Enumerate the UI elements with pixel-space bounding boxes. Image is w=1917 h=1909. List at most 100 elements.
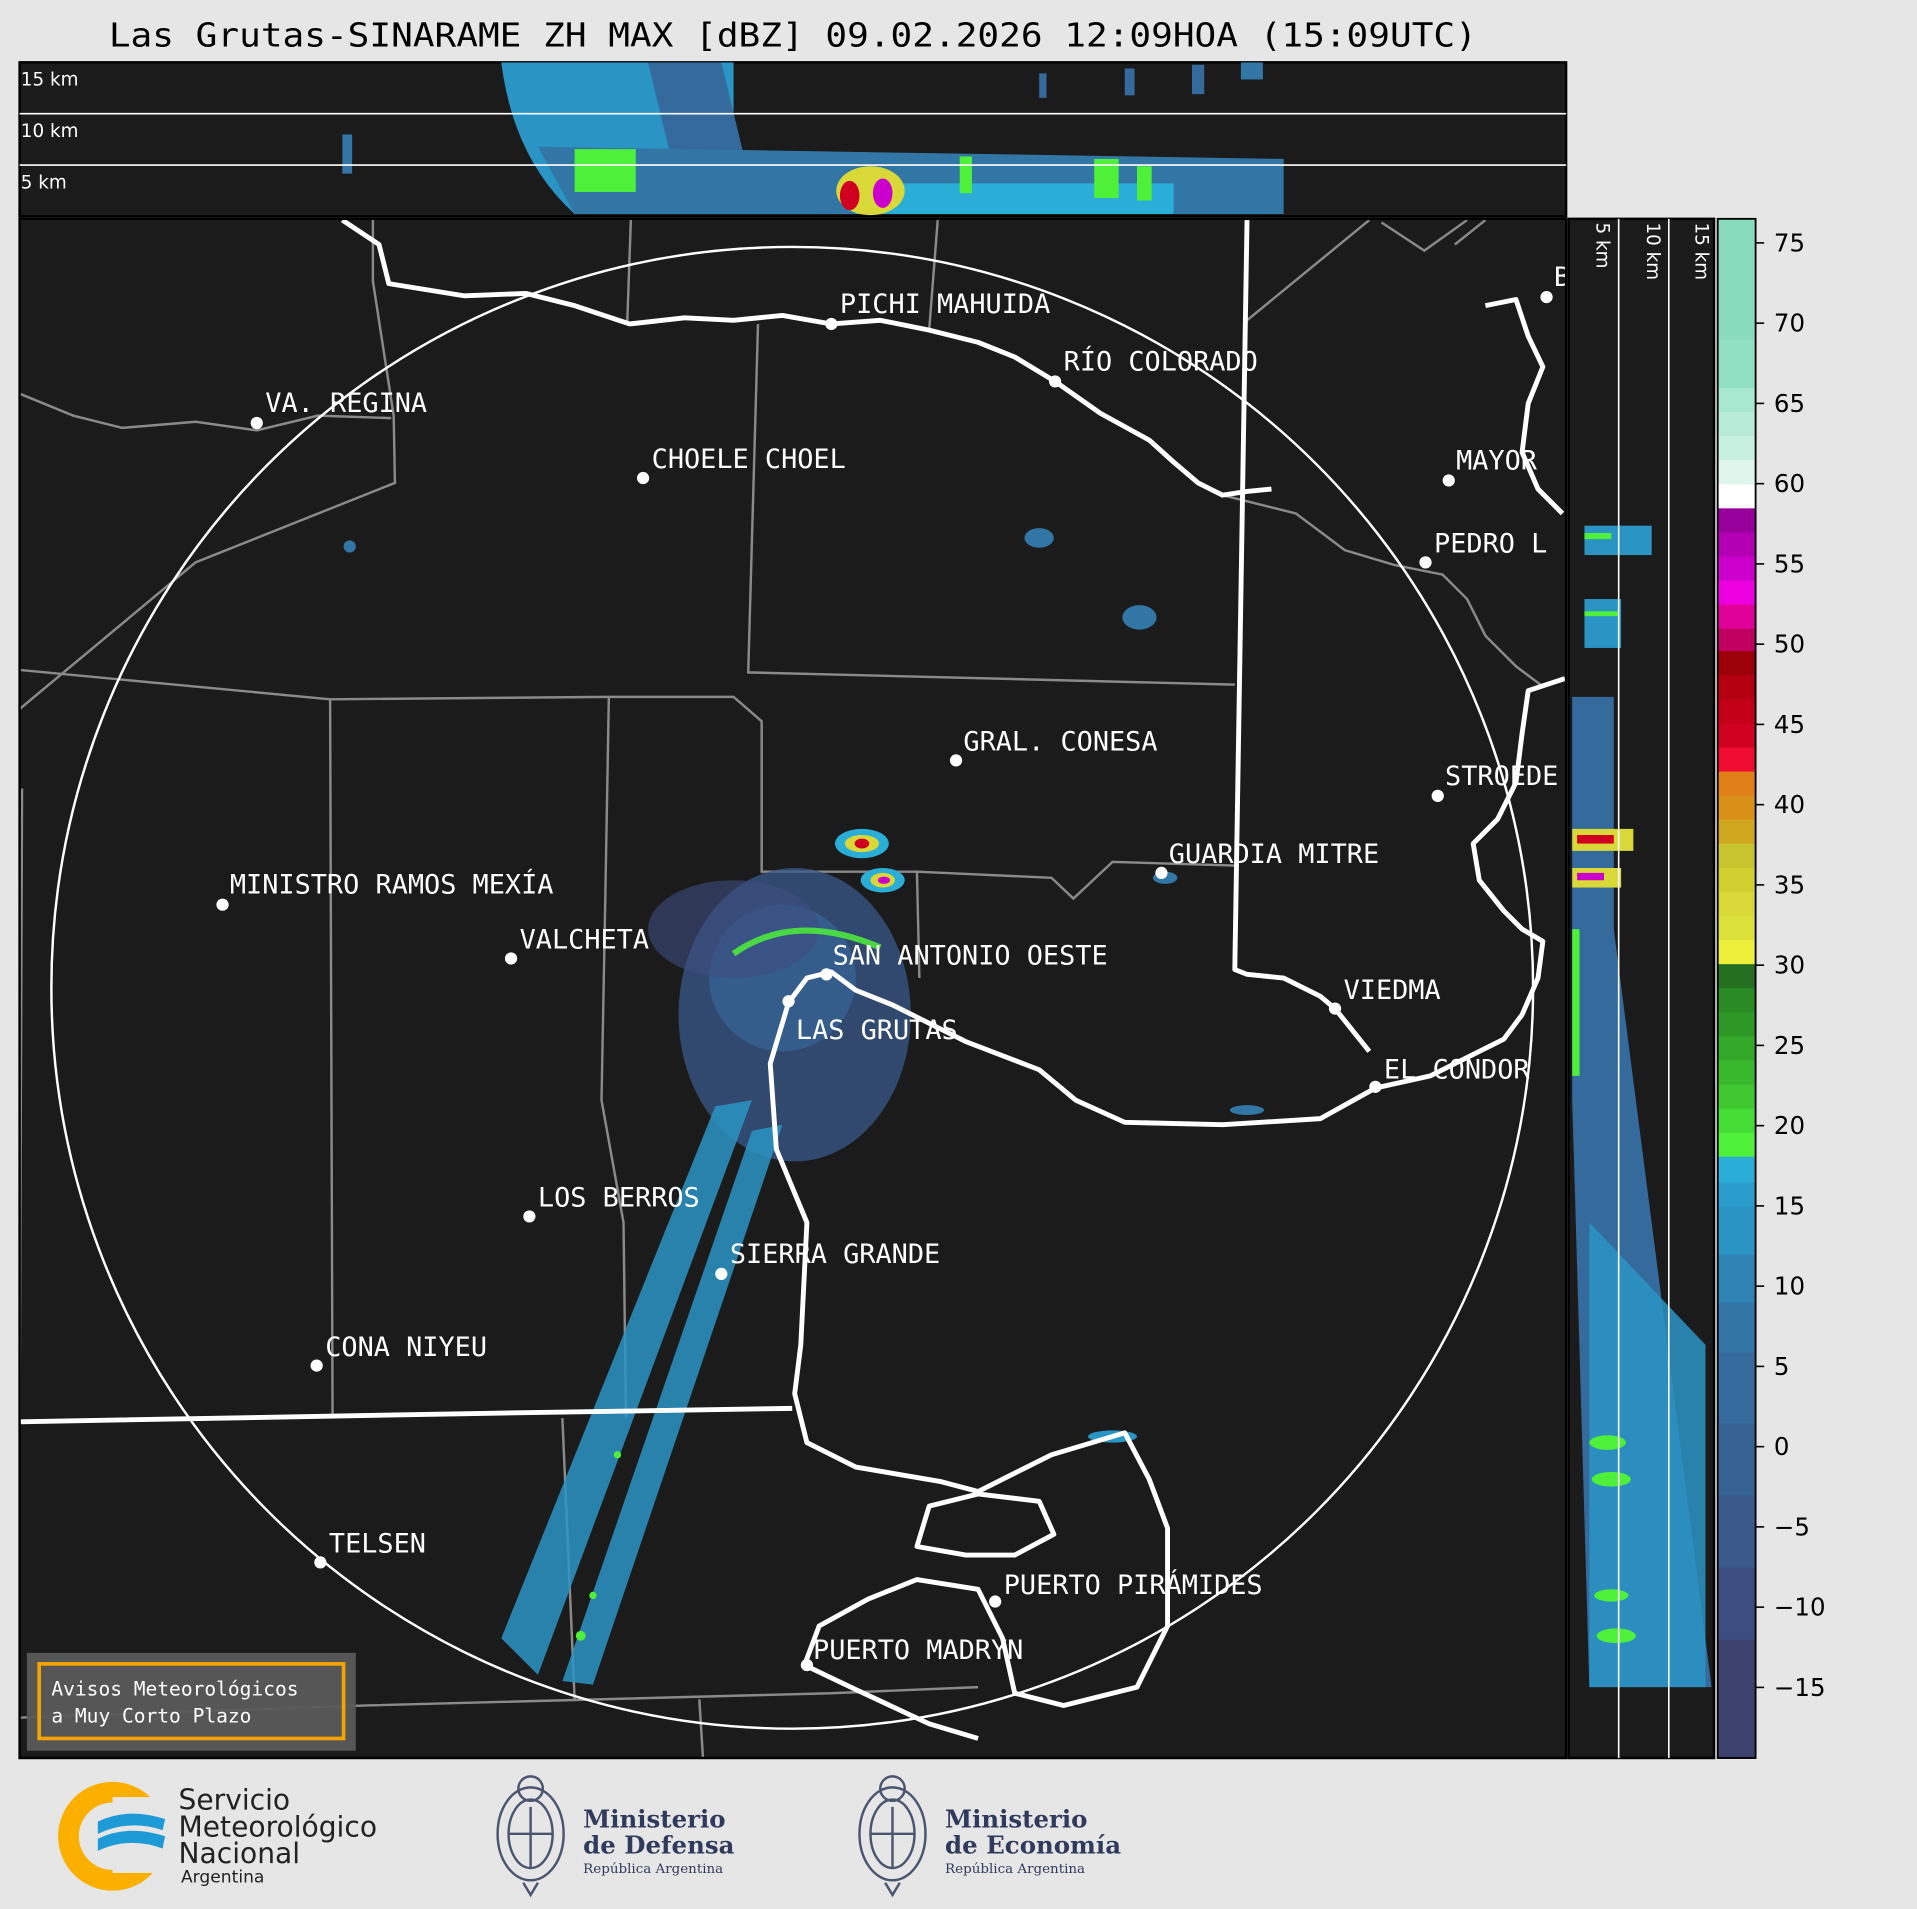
colorbar-band: [1717, 891, 1756, 917]
colorbar-tick-label: 0: [1774, 1432, 1790, 1461]
svg-text:VALCHETA: VALCHETA: [520, 925, 649, 956]
city-valcheta[interactable]: VALCHETA: [504, 925, 649, 965]
city-el-condor[interactable]: EL CONDOR: [1369, 1054, 1530, 1093]
city-las-grutas[interactable]: LAS GRUTAS: [782, 995, 958, 1046]
svg-text:PUERTO MADRYN: PUERTO MADRYN: [813, 1635, 1023, 1666]
colorbar-band: [1717, 1083, 1756, 1109]
colorbar-band: [1717, 1181, 1756, 1207]
colorbar-band: [1717, 867, 1756, 892]
alert-box-line1: Avisos Meteorológicos: [51, 1678, 298, 1701]
city-los-berros[interactable]: LOS BERROS: [523, 1183, 700, 1223]
side-cross-section-panel: 5 km 10 km 15 km: [1567, 217, 1716, 1760]
colorbar-tick-label: 35: [1774, 870, 1805, 899]
radar-map-panel[interactable]: PICHI MAHUIDA RÍO COLORADO VA. REGINA CH…: [18, 217, 1570, 1760]
city-sierra-grande[interactable]: SIERRA GRANDE: [715, 1239, 940, 1281]
colorbar-band: [1717, 555, 1756, 581]
city-cona-niyeu[interactable]: CONA NIYEU: [310, 1332, 487, 1372]
city-gral-conesa[interactable]: GRAL. CONESA: [949, 727, 1158, 767]
side-panel-echoes: [1572, 525, 1712, 1688]
svg-text:MINISTRO RAMOS MEXÍA: MINISTRO RAMOS MEXÍA: [230, 869, 554, 901]
city-viedma[interactable]: VIEDMA: [1328, 975, 1441, 1015]
smn-line2: Meteorológico: [179, 1810, 378, 1843]
colorbar-tick-label: 65: [1774, 389, 1805, 418]
colorbar-band: [1717, 722, 1756, 748]
smn-line4: Argentina: [181, 1868, 264, 1888]
city-pedro-l[interactable]: PEDRO L: [1419, 529, 1547, 569]
ministerio-economia-logo: Ministerio de Economía República Argenti…: [858, 1775, 1121, 1898]
colorbar-tick-label: 70: [1774, 309, 1805, 338]
colorbar-tick-label: 10: [1774, 1272, 1805, 1301]
svg-text:GUARDIA MITRE: GUARDIA MITRE: [1169, 839, 1379, 870]
colorbar-tick-label: 75: [1774, 228, 1805, 257]
svg-text:SIERRA GRANDE: SIERRA GRANDE: [730, 1239, 940, 1270]
svg-text:VIEDMA: VIEDMA: [1344, 975, 1441, 1006]
svg-text:PICHI MAHUIDA: PICHI MAHUIDA: [840, 289, 1050, 320]
colorbar-band: [1717, 1567, 1756, 1640]
colorbar-tick-label: −15: [1774, 1673, 1826, 1702]
colorbar-band: [1717, 963, 1756, 989]
city-guardia-mitre[interactable]: GUARDIA MITRE: [1155, 839, 1379, 880]
city-va-regina[interactable]: VA. REGINA: [250, 388, 427, 430]
colorbar-band: [1717, 1059, 1756, 1085]
colorbar-band: [1717, 604, 1756, 629]
colorbar-band: [1717, 1422, 1756, 1496]
colorbar-band: [1717, 531, 1756, 557]
city-stroede[interactable]: STROEDE: [1431, 761, 1559, 802]
colorbar-band: [1717, 987, 1756, 1013]
city-san-antonio-oeste[interactable]: SAN ANTONIO OESTE: [820, 941, 1108, 981]
colorbar-band: [1717, 1035, 1756, 1061]
defensa-line2: de Defensa: [583, 1830, 734, 1859]
colorbar-band: [1717, 1302, 1756, 1353]
radar-echoes: [343, 528, 1265, 1685]
city-ministro-ramos-mexia[interactable]: MINISTRO RAMOS MEXÍA: [216, 869, 553, 911]
economia-line1: Ministerio: [945, 1805, 1087, 1834]
side-height-label-15km: 15 km: [1691, 223, 1712, 281]
smn-logo: Servicio Meteorológico Nacional Argentin…: [58, 1781, 378, 1891]
colorbar-tick-label: 25: [1774, 1031, 1805, 1060]
city-pichi-mahuida[interactable]: PICHI MAHUIDA: [825, 289, 1050, 331]
colorbar-band: [1717, 939, 1756, 965]
svg-text:STROEDE: STROEDE: [1445, 761, 1558, 792]
svg-text:LAS GRUTAS: LAS GRUTAS: [796, 1015, 958, 1046]
city-puerto-madryn[interactable]: PUERTO MADRYN: [800, 1635, 1024, 1672]
colorbar-band: [1717, 1494, 1756, 1568]
svg-text:SAN ANTONIO OESTE: SAN ANTONIO OESTE: [833, 941, 1108, 972]
colorbar-tick-label: −10: [1774, 1593, 1826, 1622]
colorbar-tick-label: 50: [1774, 630, 1805, 659]
city-b[interactable]: B: [1540, 262, 1570, 304]
colorbar-tick-label: 30: [1774, 951, 1805, 980]
product-title: Las Grutas-SINARAME ZH MAX [dBZ] 09.02.2…: [109, 15, 1477, 54]
colorbar-band: [1717, 628, 1756, 652]
smn-line3: Nacional: [179, 1837, 301, 1870]
colorbar-band: [1717, 1254, 1756, 1303]
side-height-label-5km: 5 km: [1592, 223, 1613, 269]
footer-logos: Servicio Meteorológico Nacional Argentin…: [58, 1775, 1121, 1898]
svg-text:PEDRO L: PEDRO L: [1434, 529, 1547, 560]
top-height-label-15km: 15 km: [21, 70, 79, 91]
colorbar-band: [1717, 650, 1756, 676]
city-mayor[interactable]: MAYOR: [1442, 445, 1538, 487]
city-telsen[interactable]: TELSEN: [314, 1529, 426, 1569]
svg-text:MAYOR: MAYOR: [1456, 445, 1538, 476]
argentina-coat-of-arms-icon: [496, 1775, 565, 1898]
colorbar-band: [1717, 915, 1756, 941]
colorbar-band: [1717, 218, 1756, 340]
colorbar-tick-label: 55: [1774, 549, 1805, 578]
defensa-line3: República Argentina: [583, 1862, 723, 1877]
colorbar-tick-label: 15: [1774, 1191, 1805, 1220]
colorbar-band: [1717, 1132, 1756, 1157]
svg-text:RÍO COLORADO: RÍO COLORADO: [1064, 345, 1258, 377]
colorbar-band: [1717, 1107, 1756, 1133]
svg-text:EL CONDOR: EL CONDOR: [1384, 1054, 1530, 1085]
city-choele-choel[interactable]: CHOELE CHOEL: [636, 444, 846, 485]
alert-box-line2: a Muy Corto Plazo: [51, 1705, 251, 1728]
city-puerto-piramides[interactable]: PUERTO PIRÁMIDES: [989, 1569, 1263, 1608]
svg-text:TELSEN: TELSEN: [329, 1529, 426, 1560]
short-term-alerts-box[interactable]: Avisos Meteorológicos a Muy Corto Plazo: [26, 1652, 356, 1751]
colorbar-band: [1717, 483, 1756, 509]
smn-line1: Servicio: [179, 1783, 291, 1816]
argentina-coat-of-arms-icon: [858, 1775, 927, 1898]
colorbar-band: [1717, 1011, 1756, 1037]
city-rio-colorado[interactable]: RÍO COLORADO: [1048, 345, 1258, 388]
